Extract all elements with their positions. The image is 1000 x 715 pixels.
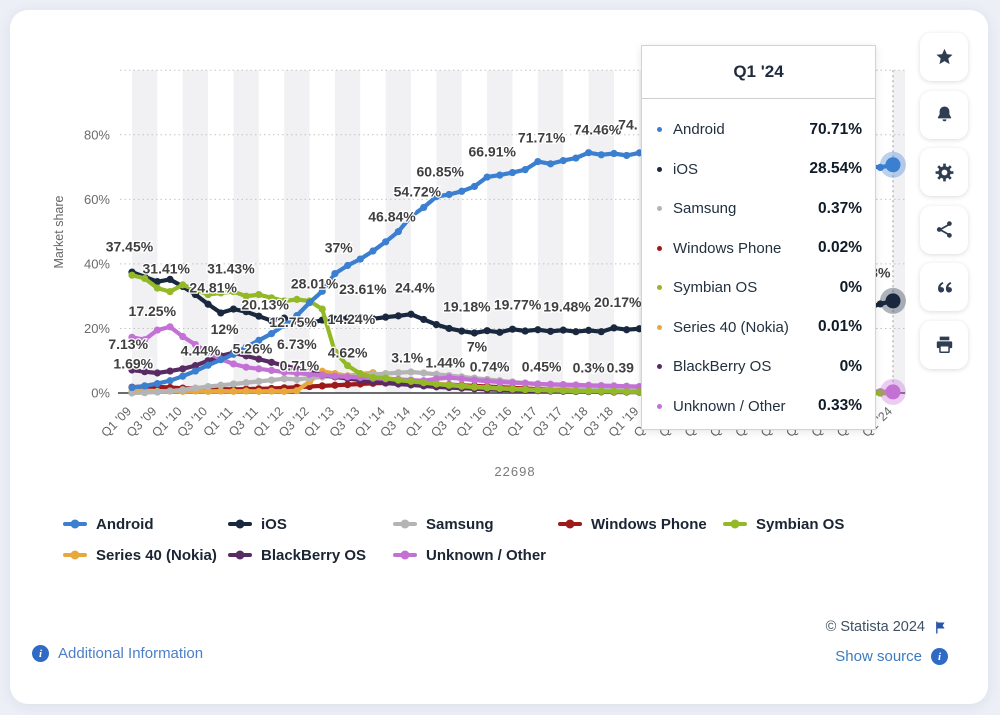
legend-marker-icon — [558, 519, 582, 529]
cite-button[interactable] — [920, 263, 968, 311]
info-icon: i — [931, 648, 948, 665]
legend-label: Samsung — [426, 515, 494, 533]
tooltip-series-name: Android — [673, 121, 725, 139]
tooltip-series-value: 0% — [839, 278, 862, 296]
legend-item-series-40-nokia-[interactable]: Series 40 (Nokia) — [63, 544, 228, 566]
legend-label: Windows Phone — [591, 515, 707, 533]
tooltip-row: Series 40 (Nokia) 0.01% — [642, 308, 875, 348]
tooltip-series-value: 0.37% — [818, 199, 862, 217]
tooltip-series-name: Series 40 (Nokia) — [673, 318, 789, 336]
legend-marker-icon — [723, 519, 747, 529]
legend-item-samsung[interactable]: Samsung — [393, 513, 558, 535]
series-bullet-icon — [657, 285, 662, 291]
tooltip-row: Samsung 0.37% — [642, 189, 875, 229]
legend-marker-icon — [63, 519, 87, 529]
tooltip-series-name: Symbian OS — [673, 279, 758, 297]
copyright-text: © Statista 2024 — [825, 619, 925, 635]
legend-item-ios[interactable]: iOS — [228, 513, 393, 535]
share-icon — [936, 221, 952, 238]
tooltip-series-value: 28.54% — [809, 160, 862, 178]
legend-item-symbian-os[interactable]: Symbian OS — [723, 513, 888, 535]
legend-item-windows-phone[interactable]: Windows Phone — [558, 513, 723, 535]
tooltip-rows: Android 70.71% iOS 28.54% Samsung 0.37% Window… — [642, 99, 875, 426]
legend-marker-icon — [228, 519, 252, 529]
series-bullet-icon — [657, 364, 662, 370]
statista-flag-icon — [933, 620, 948, 635]
legend-label: Symbian OS — [756, 515, 845, 533]
tooltip-series-value: 0% — [839, 357, 862, 375]
tooltip-series-name: BlackBerry OS — [673, 358, 772, 376]
series-bullet-icon — [657, 403, 662, 409]
quote-icon — [937, 281, 952, 292]
additional-information-link[interactable]: i Additional Information — [32, 645, 203, 662]
action-toolbar — [920, 33, 968, 369]
tooltip-series-name: Samsung — [673, 200, 737, 218]
gear-icon — [935, 163, 953, 181]
favorite-button[interactable] — [920, 33, 968, 81]
legend-marker-icon — [63, 550, 87, 560]
tooltip-row: Windows Phone 0.02% — [642, 229, 875, 269]
legend-label: BlackBerry OS — [261, 546, 367, 564]
legend-item-blackberry-os[interactable]: BlackBerry OS — [228, 544, 393, 566]
tooltip-series-value: 0.02% — [818, 239, 862, 257]
show-source-link[interactable]: Show source i — [835, 648, 948, 665]
legend-label: Android — [96, 515, 154, 533]
legend-marker-icon — [393, 550, 417, 560]
tooltip-row: iOS 28.54% — [642, 150, 875, 190]
legend-label: iOS — [261, 515, 287, 533]
series-bullet-icon — [657, 324, 662, 330]
legend-marker-icon — [228, 550, 252, 560]
tooltip-series-value: 70.71% — [809, 120, 862, 138]
series-bullet-icon — [657, 127, 662, 133]
print-icon — [936, 336, 952, 353]
tooltip-title: Q1 '24 — [642, 46, 875, 99]
chart-legend: Android iOS Samsung Windows Phone Symbian OS… — [63, 513, 888, 566]
tooltip-series-name: iOS — [673, 160, 699, 178]
tooltip-series-name: Windows Phone — [673, 239, 782, 257]
series-bullet-icon — [657, 166, 662, 172]
series-bullet-icon — [657, 245, 662, 251]
tooltip-series-value: 0.33% — [818, 397, 862, 415]
print-button[interactable] — [920, 320, 968, 369]
tooltip-series-value: 0.01% — [818, 318, 862, 336]
legend-label: Unknown / Other — [426, 546, 546, 564]
additional-information-label: Additional Information — [58, 645, 204, 662]
tooltip-series-name: Unknown / Other — [673, 397, 786, 415]
settings-button[interactable] — [920, 148, 968, 196]
show-source-label: Show source — [835, 648, 922, 665]
info-icon: i — [32, 645, 49, 662]
legend-label: Series 40 (Nokia) — [96, 546, 217, 564]
hover-tooltip: Q1 '24 Android 70.71% iOS 28.54% Samsung 0.37… — [641, 45, 876, 430]
copyright: © Statista 2024 — [826, 619, 948, 635]
notifications-button[interactable] — [920, 90, 968, 139]
tooltip-row: Unknown / Other 0.33% — [642, 387, 875, 427]
tooltip-row: Symbian OS 0% — [642, 268, 875, 308]
series-bullet-icon — [657, 206, 662, 212]
star-icon — [935, 48, 953, 64]
legend-marker-icon — [393, 519, 417, 529]
share-button[interactable] — [920, 205, 968, 254]
bell-icon — [937, 106, 951, 122]
legend-item-android[interactable]: Android — [63, 513, 228, 535]
legend-item-unknown-other[interactable]: Unknown / Other — [393, 544, 558, 566]
tooltip-row: BlackBerry OS 0% — [642, 347, 875, 387]
tooltip-row: Android 70.71% — [642, 110, 875, 150]
